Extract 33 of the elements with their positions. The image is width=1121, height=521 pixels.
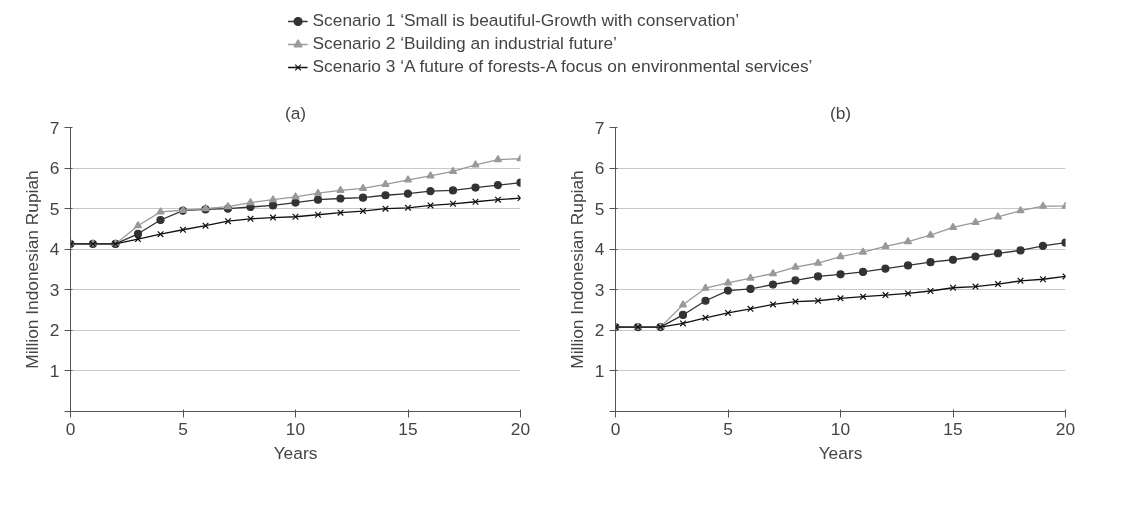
legend-label: Scenario 1 ‘Small is beautiful-Growth with conservation’ <box>312 10 740 31</box>
x-tick-label: 10 <box>285 418 306 439</box>
y-tick-label: 6 <box>594 158 605 179</box>
legend-label: Scenario 2 ‘Building an industrial future’ <box>312 33 617 54</box>
legend-label: Scenario 3 ‘A future of forests-A focus on environmental services’ <box>312 56 813 77</box>
y-tick-label: 1 <box>594 360 605 381</box>
x-tick-label: 10 <box>830 418 851 439</box>
y-axis-title: Million Indonesian Rupiah <box>566 170 587 369</box>
y-tick-label: 4 <box>49 239 60 260</box>
x-tick-label: 20 <box>510 418 531 439</box>
x-tick-label: 20 <box>1055 418 1076 439</box>
x-axis-title: Years <box>273 442 318 463</box>
y-tick-label: 7 <box>49 117 60 138</box>
x-tick-label: 15 <box>398 418 418 439</box>
y-tick-label: 6 <box>49 158 60 179</box>
y-tick-label: 4 <box>594 239 605 260</box>
y-tick-label: 2 <box>594 320 605 341</box>
y-tick-label: 5 <box>594 198 605 219</box>
chart-title: (b) <box>829 102 852 123</box>
x-axis-title: Years <box>818 442 863 463</box>
x-tick-label: 5 <box>723 418 733 439</box>
y-tick-label: 7 <box>594 117 605 138</box>
y-tick-label: 3 <box>49 279 60 300</box>
x-tick-label: 0 <box>610 418 621 439</box>
y-tick-label: 1 <box>49 360 60 381</box>
y-tick-label: 2 <box>49 320 60 341</box>
chart-title: (a) <box>284 102 307 123</box>
y-tick-label: 3 <box>594 279 605 300</box>
y-tick-label: 5 <box>49 198 60 219</box>
y-axis-title: Million Indonesian Rupiah <box>21 170 42 369</box>
x-tick-label: 5 <box>178 418 188 439</box>
x-tick-label: 0 <box>65 418 76 439</box>
x-tick-label: 15 <box>943 418 963 439</box>
